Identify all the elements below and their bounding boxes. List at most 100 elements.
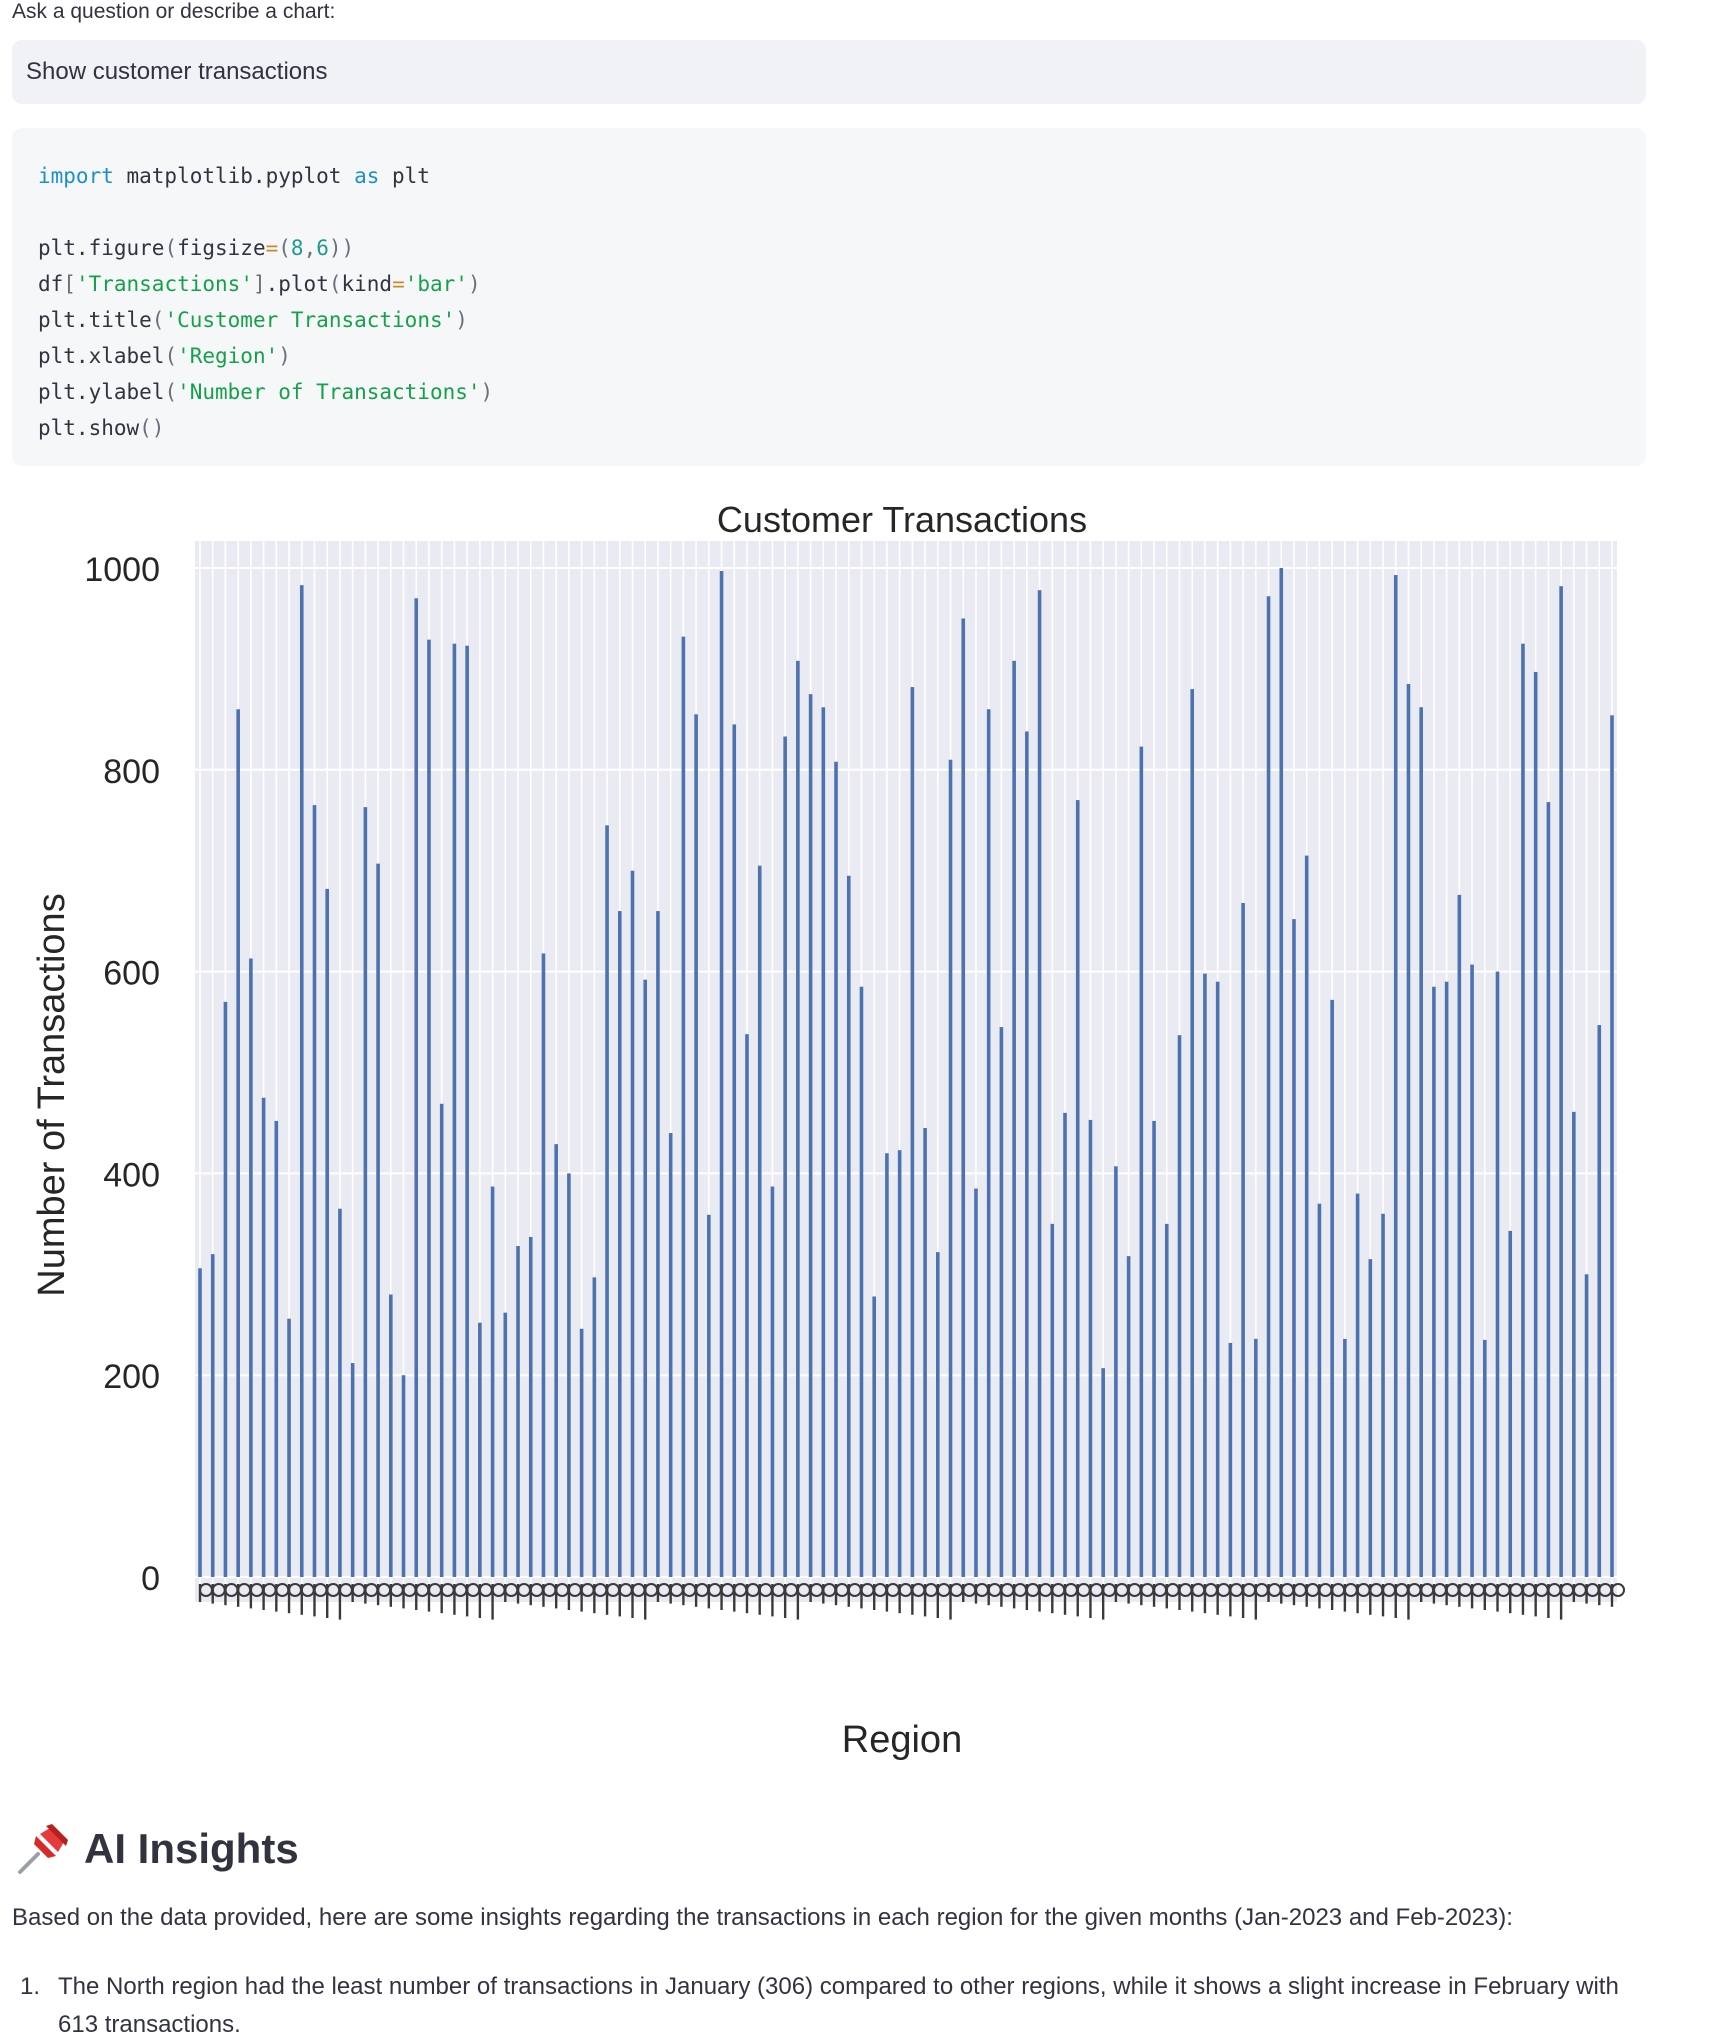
bar xyxy=(974,1188,978,1577)
bar xyxy=(325,888,330,1577)
bar xyxy=(1419,707,1423,1577)
bar xyxy=(1279,568,1284,1577)
bar xyxy=(1546,802,1551,1577)
bar xyxy=(1164,1223,1169,1577)
code-token: 'Number of Transactions' xyxy=(177,380,481,404)
code-token: df xyxy=(38,272,64,296)
bar xyxy=(1126,1256,1131,1577)
code-token: 8 xyxy=(290,236,304,260)
bar xyxy=(1572,1111,1576,1577)
query-input[interactable] xyxy=(12,40,1646,104)
y-axis-label: Number of Transactions xyxy=(31,893,73,1296)
bar xyxy=(770,1186,775,1577)
bar xyxy=(1533,671,1538,1577)
bar xyxy=(630,870,635,1577)
code-line: plt.ylabel('Number of Transactions') xyxy=(38,374,1620,410)
code-token: figsize xyxy=(177,236,266,260)
bar xyxy=(261,1097,266,1577)
y-tick-label: 400 xyxy=(103,1156,160,1194)
bar xyxy=(1228,1342,1233,1577)
code-line: plt.xlabel('Region') xyxy=(38,338,1620,374)
code-token: plt.xlabel xyxy=(38,344,165,368)
bar xyxy=(1050,1223,1055,1577)
bar xyxy=(1266,596,1271,1577)
bar xyxy=(897,1150,902,1577)
y-tick-label: 1000 xyxy=(84,551,160,589)
bar xyxy=(1088,1119,1093,1577)
code-token: ) xyxy=(278,344,291,368)
code-blank-line xyxy=(38,194,1620,230)
bar xyxy=(490,1186,495,1577)
code-token: 'Region' xyxy=(177,344,279,368)
insights-title: AI Insights xyxy=(84,1825,299,1872)
bar xyxy=(719,571,724,1577)
bar xyxy=(1037,590,1042,1577)
code-token: 'Customer Transactions' xyxy=(164,308,456,332)
bar xyxy=(1470,964,1474,1577)
plot-area xyxy=(195,541,1617,1602)
bar xyxy=(452,643,457,1577)
bar xyxy=(414,598,419,1577)
code-token: ( xyxy=(328,272,342,296)
bar xyxy=(376,863,380,1577)
code-token: plt.figure xyxy=(38,236,165,260)
code-line: df['Transactions'].plot(kind='bar') xyxy=(38,266,1620,302)
code-line: plt.title('Customer Transactions') xyxy=(38,302,1620,338)
chart-title: Customer Transactions xyxy=(717,500,1087,540)
code-token: ( xyxy=(164,380,178,404)
bar xyxy=(1012,660,1016,1577)
bar xyxy=(1254,1338,1258,1577)
bar xyxy=(986,709,991,1577)
code-token: matplotlib.pyplot xyxy=(113,164,355,188)
x-tick-label-glyph xyxy=(1611,1583,1625,1597)
bar xyxy=(681,636,686,1577)
bar xyxy=(757,865,762,1577)
bar xyxy=(1203,973,1207,1577)
bar xyxy=(1355,1193,1360,1577)
insight-number: 1. xyxy=(19,1973,40,2000)
bar xyxy=(923,1127,927,1577)
bar xyxy=(299,585,304,1577)
code-token: ( xyxy=(151,308,165,332)
bar xyxy=(592,1277,597,1577)
prompt-label: Ask a question or describe a chart: xyxy=(12,0,336,23)
y-tick-label: 0 xyxy=(141,1560,160,1598)
bar xyxy=(312,805,317,1577)
bar xyxy=(872,1296,876,1577)
bar xyxy=(885,1153,889,1577)
code-token: kind xyxy=(341,272,393,296)
bar xyxy=(1304,855,1309,1577)
insight-item: 1. The North region had the least number… xyxy=(12,1968,1662,2044)
bar xyxy=(287,1318,291,1577)
bar xyxy=(808,694,813,1577)
y-tick-labels: 0 200 400 600 800 1000 xyxy=(84,551,160,1598)
bar xyxy=(401,1375,406,1577)
code-token: plt xyxy=(379,164,430,188)
bar xyxy=(478,1322,482,1577)
bar xyxy=(427,639,431,1577)
bar xyxy=(1025,731,1029,1577)
bar xyxy=(1584,1274,1589,1577)
bar xyxy=(643,979,648,1577)
bar xyxy=(656,911,660,1577)
bar xyxy=(910,687,915,1577)
code-line: import matplotlib.pyplot as plt xyxy=(38,158,1620,194)
bar xyxy=(223,1001,228,1577)
bar xyxy=(274,1120,279,1577)
code-token: ] xyxy=(252,272,266,296)
bar xyxy=(1063,1112,1067,1577)
x-axis-label: Region xyxy=(842,1719,962,1761)
insights-heading: AI Insights xyxy=(16,1818,299,1880)
insights-intro: Based on the data provided, here are som… xyxy=(12,1904,1513,1931)
bar xyxy=(579,1328,584,1577)
bar xyxy=(732,724,737,1577)
bar xyxy=(745,1034,749,1577)
code-token: = xyxy=(392,272,405,296)
code-line: plt.show() xyxy=(38,410,1620,446)
code-token: .plot xyxy=(265,272,329,296)
bar xyxy=(1482,1339,1487,1577)
bar xyxy=(694,714,698,1577)
bar xyxy=(210,1254,215,1577)
x-tick-labels xyxy=(198,1583,1625,1620)
bar xyxy=(1101,1368,1105,1577)
